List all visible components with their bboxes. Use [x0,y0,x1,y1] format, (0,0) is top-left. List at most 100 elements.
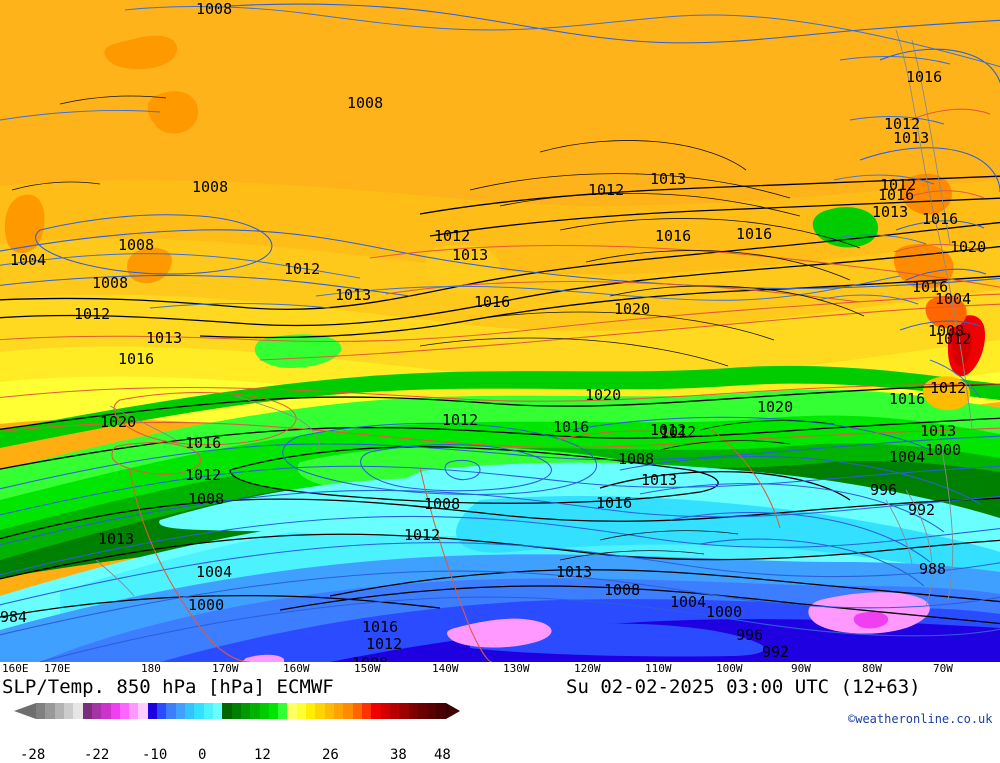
isobar-label: 1012 [650,421,687,439]
isobar-label: 1013 [872,203,909,221]
isobar-label: 1016 [889,390,926,408]
colorbar-swatch [36,703,46,719]
model-run-timestamp: Su 02-02-2025 03:00 UTC (12+63) [566,676,921,698]
colorbar-swatch [119,703,130,719]
colorbar-tick-label: -22 [84,747,110,763]
colorbar-swatch [380,703,390,719]
longitude-tick-label: 110W [645,662,672,675]
isobar-label: 984 [0,608,28,626]
chart-title: SLP/Temp. 850 hPa [hPa] ECMWF [2,676,334,698]
colorbar-swatch [250,703,260,719]
longitude-tick-label: 150W [354,662,381,675]
isobar-label: 1008 [424,495,461,513]
longitude-tick-label: 160E [2,662,29,675]
colorbar-swatch [389,703,400,719]
isobar-label: 1016 [185,434,222,452]
isobar-label: 996 [870,481,898,499]
isobar-label: 1000 [188,596,225,614]
isobar-label: 996 [736,626,764,644]
isobar-label: 1012 [880,176,917,194]
temperature-colorbar[interactable]: -28 -22 -10 0 12 26 38 48 [14,703,460,763]
isobar-label: 1012 [434,227,471,245]
isobar-label: 992 [762,643,790,661]
isobar-label: 1012 [884,115,921,133]
isobar-label: 1013 [641,471,678,489]
colorbar-tick-label: 38 [390,747,407,763]
isobar-label: 1013 [556,563,593,581]
isobar-label: 1020 [950,238,987,256]
colorbar-swatch [147,703,158,719]
longitude-tick-label: 70W [933,662,953,675]
colorbar-swatch [138,703,148,719]
longitude-tick-label: 170E [44,662,71,675]
colorbar-swatch [343,703,353,719]
colorbar-swatch [417,703,428,719]
isobar-label: 1012 [74,305,111,323]
colorbar-swatch [45,703,55,719]
colorbar-tick-label: 12 [254,747,271,763]
colorbar-tick-label: 48 [434,747,451,763]
isobar-label: 1016 [906,68,943,86]
isobar-label: 1013 [146,329,183,347]
colorbar-swatch [361,703,372,719]
colorbar-swatch [82,703,92,719]
colorbar-swatch [194,703,204,719]
isobar-label: 1008 [118,236,155,254]
isobar-label: 1008 [188,490,225,508]
colorbar-swatch [110,703,120,719]
isobar-label: 1012 [284,260,321,278]
colorbar-swatch [296,703,307,719]
isobar-label: 1013 [893,129,930,147]
isobar-label: 1008 [347,94,384,112]
colorbar-swatch [240,703,251,719]
colorbar-above-max-arrow [446,703,460,719]
isobar-label: 1012 [366,635,403,653]
isobar-label: 1004 [889,448,926,466]
map-contour-graphic [0,3,1000,662]
colorbar-tick-label: 0 [198,747,207,763]
colorbar-swatch [222,703,232,719]
isobar-label: 1004 [935,290,972,308]
colorbar-swatch [91,703,102,719]
colorbar-swatch [324,703,334,719]
colorbar-tick-label: -10 [142,747,168,763]
isobar-label: 992 [908,501,936,519]
longitude-tick-label: 130W [503,662,530,675]
isobar-label: 1020 [757,398,794,416]
colorbar-swatch [371,703,381,719]
colorbar-swatch [268,703,279,719]
longitude-tick-label: 90W [791,662,811,675]
colorbar-swatch [157,703,167,719]
isobar-label: 1016 [553,418,590,436]
isobar-label: 1000 [706,603,743,621]
isobar-label: 1012 [442,411,479,429]
isobar-label: 1013 [98,530,135,548]
isobar-label: 1008 [196,0,233,18]
isobar-label: 1016 [736,225,773,243]
longitude-tick-label: 140W [432,662,459,675]
colorbar-swatch [129,703,139,719]
colorbar-tick-label: 26 [322,747,339,763]
isobar-label: 1016 [912,278,949,296]
isobar-label: 1013 [335,286,372,304]
isobar-label: 1013 [920,422,957,440]
colorbar-swatch [287,703,297,719]
isobar-label: 1016 [362,618,399,636]
longitude-tick-label: 160W [283,662,310,675]
colorbar-swatch [315,703,325,719]
isobar-label: 1016 [655,227,692,245]
colorbar-swatch [54,703,64,719]
colorbar-swatch [334,703,344,719]
isobar-label: 1004 [196,563,233,581]
colorbar-below-min-arrow [14,703,36,719]
colorbar-swatch [203,703,213,719]
longitude-tick-label: 80W [862,662,882,675]
colorbar-swatch [175,703,185,719]
colorbar-tick-label: -28 [20,747,46,763]
isobar-label: 1012 [588,181,625,199]
isobar-label: 1000 [925,441,962,459]
colorbar-swatch [436,703,446,719]
weather-map-canvas[interactable]: 1008 1008 1008 1004 1008 1008 1012 1012 1013 1013… [0,0,1000,662]
footer: SLP/Temp. 850 hPa [hPa] ECMWF Su 02-02-2… [0,676,1000,763]
